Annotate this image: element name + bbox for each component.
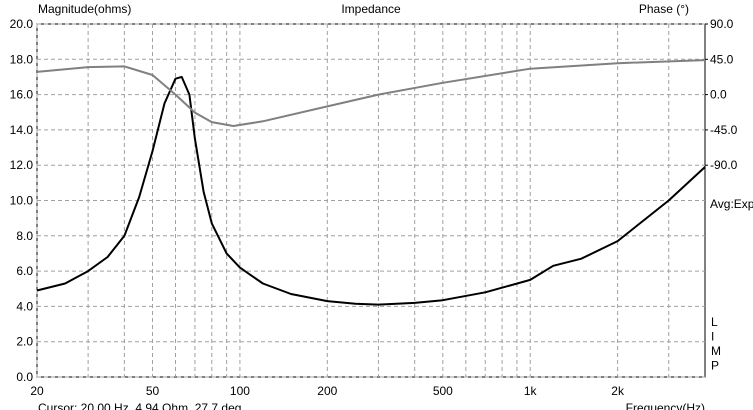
y-tick-label: 18.0 [10,52,34,66]
y-tick-label: 14.0 [10,123,34,137]
side-letter: I [711,330,714,344]
y-tick-label: 12.0 [10,158,34,172]
y-tick-label: 6.0 [16,264,33,278]
footer-left: Cursor: 20.00 Hz, 4.94 Ohm, 27.7 deg [38,401,241,410]
series-line [36,75,706,306]
x-tick-label: 1k [524,384,538,398]
y2-tick-label: 0.0 [710,88,727,102]
y-tick-label: 16.0 [10,88,34,102]
y-tick-label: 2.0 [16,335,33,349]
y2-tick-label: 45.0 [710,52,734,66]
side-letter: M [711,344,721,358]
y-tick-label: 8.0 [16,229,33,243]
y2-tick-label: 90.0 [710,17,734,31]
chart-title: Impedance [341,2,401,16]
y-tick-label: 20.0 [10,17,34,31]
x-tick-label: 200 [317,384,337,398]
series-line [36,59,706,127]
x-tick-label: 500 [433,384,453,398]
y-tick-label: 0.0 [16,370,33,384]
y2-axis-title: Phase (°) [639,2,689,16]
y-axis-title: Magnitude(ohms) [38,2,131,16]
y-tick-label: 10.0 [10,194,34,208]
x-tick-label: 20 [30,384,44,398]
x-tick-label: 50 [146,384,160,398]
x-tick-label: 2k [611,384,625,398]
side-note: Avg:Exp [710,197,753,211]
footer-right: Frequency(Hz) [626,401,705,410]
x-tick-label: 100 [230,384,250,398]
y2-tick-label: -90.0 [710,158,738,172]
side-letter: L [711,315,718,329]
y2-tick-label: -45.0 [710,123,738,137]
y-tick-label: 4.0 [16,299,33,313]
side-letter: P [711,359,719,373]
